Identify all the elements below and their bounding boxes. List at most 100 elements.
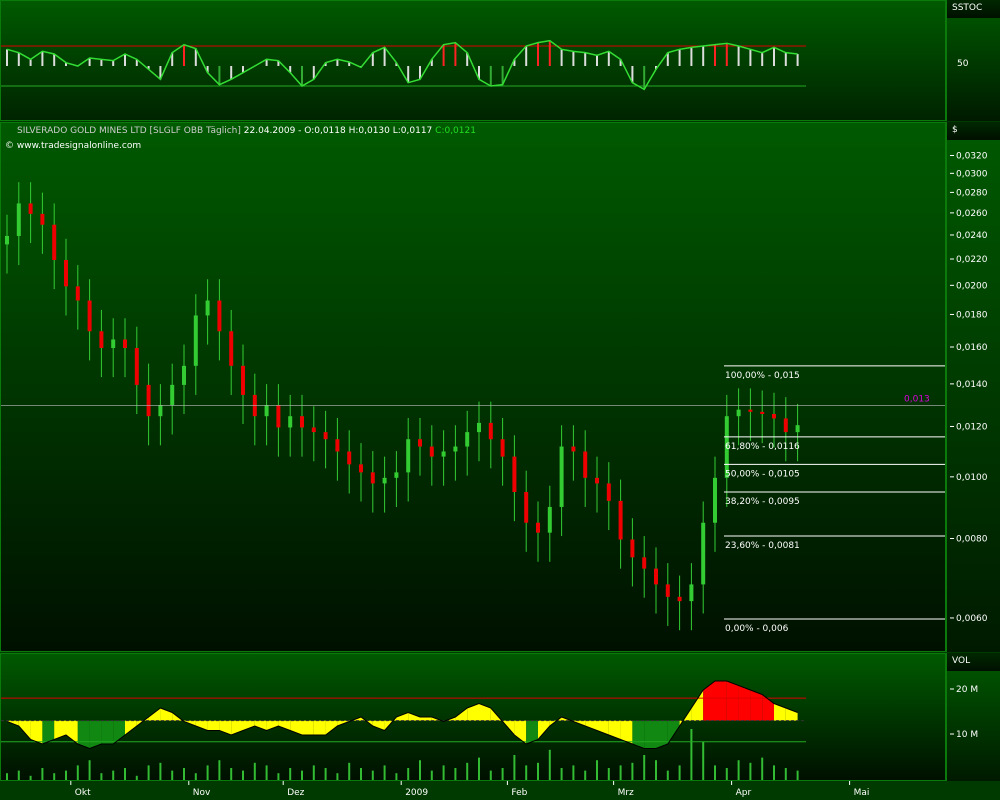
oscillator-area bbox=[455, 708, 468, 721]
candle-body bbox=[28, 203, 33, 214]
candle-body bbox=[52, 224, 57, 261]
candle-body bbox=[311, 427, 316, 433]
candle-body bbox=[323, 432, 328, 440]
candle-body bbox=[654, 568, 658, 585]
oscillator-area bbox=[774, 703, 786, 721]
candle-body bbox=[87, 300, 92, 332]
oscillator-area bbox=[42, 720, 55, 744]
candle-body bbox=[229, 331, 234, 366]
last-price-label: 0,013 bbox=[904, 394, 930, 404]
oscillator-area bbox=[113, 720, 125, 744]
oscillator-area bbox=[396, 712, 409, 721]
price-tick-label: 0,0180 bbox=[956, 310, 988, 320]
instrument-name: SILVERADO GOLD MINES LTD [SLGLF OBB Tägl… bbox=[17, 126, 241, 136]
price-tick-label: 0,0120 bbox=[956, 422, 988, 432]
date-tick-label: 2009 bbox=[405, 788, 428, 798]
oscillator-area bbox=[254, 720, 267, 731]
candle-body bbox=[217, 300, 222, 332]
oscillator-area bbox=[715, 681, 727, 721]
candle-body bbox=[134, 347, 139, 385]
oscillator-area bbox=[644, 720, 656, 749]
instrument-title: SILVERADO GOLD MINES LTD [SLGLF OBB Tägl… bbox=[17, 126, 476, 136]
candle-body bbox=[783, 418, 788, 433]
price-axis: $ 0,0320 0,0300 0,0280 0,0260 0,0240 0,0220 0,… bbox=[946, 122, 1000, 652]
date-tick-label: Dez bbox=[287, 788, 304, 798]
oscillator-area bbox=[420, 717, 432, 721]
price-tick-label: 0,0060 bbox=[956, 614, 988, 624]
fib-label: 100,00% - 0,015 bbox=[725, 371, 800, 381]
candle-body bbox=[701, 522, 706, 585]
oscillator-area bbox=[408, 712, 420, 721]
oscillator-area bbox=[325, 720, 338, 735]
candle-body bbox=[241, 365, 245, 395]
sstoc-plot bbox=[1, 39, 806, 91]
candle-body bbox=[630, 539, 635, 558]
price-tick-label: 0,0100 bbox=[956, 473, 988, 483]
oscillator-area bbox=[479, 703, 491, 721]
candle-body bbox=[583, 451, 588, 478]
price-tick-label: 0,0080 bbox=[956, 534, 988, 544]
sstoc-line bbox=[6, 39, 798, 91]
volume-label: VOL bbox=[947, 653, 1000, 671]
oscillator-area bbox=[785, 708, 798, 721]
candle-body bbox=[536, 522, 540, 533]
candle-body bbox=[512, 456, 517, 493]
candle-body bbox=[724, 416, 729, 478]
candle-body bbox=[524, 492, 529, 523]
oscillator-area bbox=[207, 720, 220, 731]
oscillator-area bbox=[54, 720, 66, 740]
oscillator-area bbox=[538, 720, 550, 740]
oscillator-area bbox=[302, 720, 314, 735]
oscillator-area bbox=[703, 681, 715, 721]
candle-body bbox=[465, 432, 470, 447]
date-tick-label: Mrz bbox=[618, 788, 634, 798]
date-tick-label: Feb bbox=[511, 788, 527, 798]
candle-body bbox=[406, 439, 411, 473]
sstoc-tick: 50 bbox=[957, 59, 969, 69]
candle-body bbox=[123, 339, 127, 348]
fib-label: 0,00% - 0,006 bbox=[725, 624, 789, 634]
oscillator-area bbox=[18, 720, 31, 740]
candle-body bbox=[5, 235, 9, 245]
candle-body bbox=[677, 596, 682, 602]
price-tick-label: 0,0240 bbox=[956, 231, 988, 241]
candle-body bbox=[300, 416, 304, 428]
candle-body bbox=[772, 413, 776, 419]
close-readout: C:0,0121 bbox=[435, 126, 476, 136]
candle-body bbox=[158, 405, 163, 417]
candle-body bbox=[382, 477, 387, 484]
candle-body bbox=[441, 451, 446, 457]
candle-body bbox=[571, 446, 576, 452]
candle-body bbox=[736, 409, 741, 417]
price-tick-label: 0,0320 bbox=[956, 152, 988, 162]
candle-body bbox=[111, 339, 116, 348]
date-tick-label: Okt bbox=[75, 788, 91, 798]
copyright: © www.tradesignalonline.com bbox=[5, 141, 142, 151]
oscillator-area bbox=[750, 690, 763, 721]
oscillator-area bbox=[526, 720, 538, 744]
candle-body bbox=[618, 500, 623, 540]
oscillator-area bbox=[30, 720, 43, 744]
price-plot: 0,013 100,00% - 0,015 61,80% - 0,0116 50,00… bbox=[1, 182, 945, 634]
oscillator-area bbox=[125, 720, 137, 735]
candle-body bbox=[99, 331, 104, 348]
candle-body bbox=[347, 451, 352, 465]
price-tick-label: 0,0140 bbox=[956, 380, 988, 390]
candle-body bbox=[795, 425, 800, 433]
candle-body bbox=[193, 315, 198, 366]
candle-body bbox=[182, 365, 186, 385]
oscillator-area bbox=[101, 720, 114, 744]
candle-body bbox=[606, 483, 611, 501]
oscillator-area bbox=[278, 720, 291, 731]
candle-body bbox=[760, 411, 765, 414]
date-tick-label: Apr bbox=[736, 788, 752, 798]
volume-plot bbox=[1, 680, 806, 780]
date-tick-label: Nov bbox=[193, 788, 211, 798]
oscillator-area bbox=[726, 681, 739, 721]
oscillator-area bbox=[738, 685, 751, 721]
candle-body bbox=[595, 477, 599, 484]
fib-label: 23,60% - 0,0081 bbox=[725, 541, 800, 551]
volume-tick-label: 20 M bbox=[956, 685, 978, 695]
fib-label: 61,80% - 0,0116 bbox=[725, 442, 800, 452]
date-tick-label: Mai bbox=[854, 788, 870, 798]
